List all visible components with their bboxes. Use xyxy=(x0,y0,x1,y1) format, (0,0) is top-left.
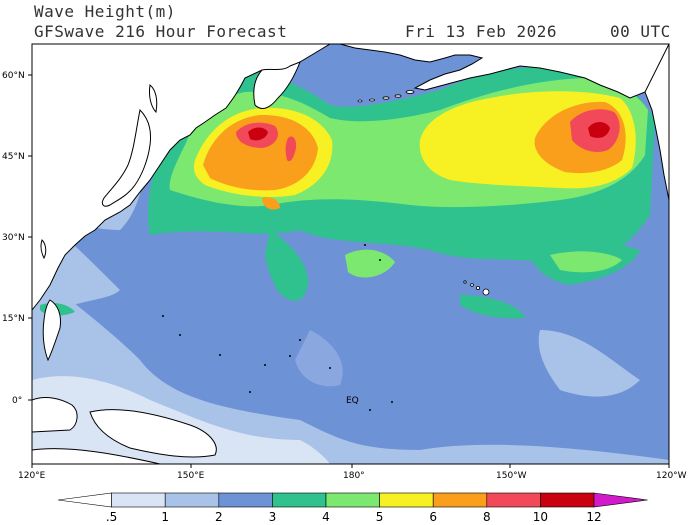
colorbar-label: .5 xyxy=(106,510,117,524)
lon-label-150e: 150°E xyxy=(177,471,205,481)
philippines-islands xyxy=(42,299,61,362)
colorbar-label: 2 xyxy=(215,510,223,524)
colorbar: .5 1 2 3 4 5 6 8 10 12 xyxy=(57,492,648,524)
new-guinea-island xyxy=(89,409,217,458)
wave-band-1-2m xyxy=(32,270,669,464)
wave-band-3-4m xyxy=(265,230,309,301)
colorbar-label: 6 xyxy=(429,510,437,524)
wave-band-10-12m xyxy=(588,122,610,138)
colorbar-segment xyxy=(325,492,380,508)
wave-band-6-8m xyxy=(262,197,280,210)
map-frame xyxy=(31,43,670,465)
aleutian-islands xyxy=(357,90,415,103)
hawaii-islands xyxy=(463,280,490,296)
kamchatka-peninsula xyxy=(253,61,301,109)
colorbar-segment xyxy=(164,492,220,508)
lat-label-30n: 30°N xyxy=(2,233,25,243)
wave-band-8-10m xyxy=(285,136,297,162)
colorbar-label: 5 xyxy=(376,510,384,524)
map-field xyxy=(32,44,669,464)
indonesia-landmass xyxy=(32,397,78,433)
lat-label-60n: 60°N xyxy=(2,71,25,81)
colorbar-label: 4 xyxy=(322,510,330,524)
colorbar-segment xyxy=(272,492,327,508)
colorbar-segment xyxy=(432,492,488,508)
north-america-coast xyxy=(644,44,669,201)
colorbar-label: 1 xyxy=(161,510,169,524)
wave-band-4-5m xyxy=(550,251,622,273)
taiwan-island xyxy=(40,239,47,260)
colorbar-segment xyxy=(111,492,166,508)
chart-title: Wave Height(m) xyxy=(34,2,176,21)
lon-label-180: 180° xyxy=(343,471,365,481)
lon-label-120w: 120°W xyxy=(656,471,687,481)
lat-label-15n: 15°N xyxy=(2,314,25,324)
wave-band-under-1m xyxy=(32,376,330,464)
colorbar-segment xyxy=(379,492,434,508)
wave-band-3-4m xyxy=(460,295,525,319)
colorbar-label: 3 xyxy=(269,510,277,524)
colorbar-label: 12 xyxy=(586,510,601,524)
wave-band-4-5m xyxy=(345,249,395,278)
lon-label-120e: 120°E xyxy=(18,471,46,481)
colorbar-high-triangle xyxy=(593,492,648,508)
axis-ticks xyxy=(28,74,670,468)
forecast-subtitle: GFSwave 216 Hour Forecast xyxy=(34,22,288,41)
colorbar-label: 8 xyxy=(483,510,491,524)
colorbar-label: 10 xyxy=(533,510,548,524)
colorbar-segment xyxy=(540,492,595,508)
wave-band-10-12m xyxy=(248,127,268,141)
lon-label-150w: 150°W xyxy=(496,471,527,481)
wave-band-1-2m xyxy=(538,330,640,397)
alaska-landmass xyxy=(339,44,669,101)
sakhalin-island xyxy=(149,84,158,114)
lat-label-0: 0° xyxy=(12,396,22,406)
equator-label: EQ xyxy=(346,396,359,406)
pacific-islands xyxy=(162,244,393,411)
wave-band-6-8m xyxy=(203,114,318,191)
forecast-date: Fri 13 Feb 2026 xyxy=(405,22,557,41)
japan-islands xyxy=(101,108,151,207)
colorbar-segment xyxy=(486,492,541,508)
colorbar-segment xyxy=(218,492,273,508)
lat-label-45n: 45°N xyxy=(2,152,25,162)
forecast-time: 00 UTC xyxy=(610,22,671,41)
wave-band-1-2m xyxy=(295,330,343,387)
colorbar-low-triangle xyxy=(57,492,112,508)
